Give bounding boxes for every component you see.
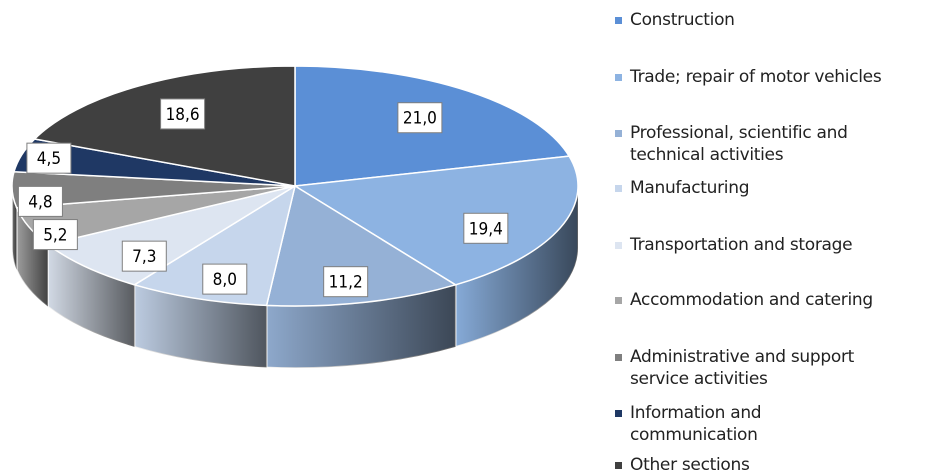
- legend-swatch: [615, 297, 622, 304]
- legend-item: Transportation and storage: [615, 234, 952, 256]
- legend-swatch: [615, 185, 622, 192]
- slice-side-shade: [455, 186, 578, 347]
- legend-label: Administrative and support service activ…: [630, 347, 854, 389]
- data-label-box: [17, 185, 63, 217]
- legend-swatch: [615, 242, 622, 249]
- legend-label: Construction: [630, 10, 735, 30]
- pie-area: 21,0 19,4 11,2 8,0 7,3 5,2 4,8 4,5 18,6: [11, 65, 579, 369]
- slice-side-shade: [266, 284, 456, 369]
- data-label: 4,8: [28, 192, 52, 212]
- legend-item: Professional, scientific and technical a…: [615, 122, 952, 166]
- data-label-box: [160, 98, 206, 130]
- legend-label: Manufacturing: [630, 178, 750, 198]
- slice: [132, 184, 297, 307]
- data-label-box: [397, 102, 443, 134]
- legend-item: Information and communication: [615, 402, 952, 446]
- data-label-box: [32, 219, 78, 251]
- data-label: 18,6: [166, 105, 200, 125]
- slice: [292, 155, 579, 286]
- legend-item: Other sections: [615, 454, 952, 475]
- data-label: 21,0: [403, 109, 437, 129]
- legend-item: Trade; repair of motor vehicles: [615, 66, 952, 88]
- data-label: 8,0: [213, 270, 237, 290]
- data-label: 7,3: [132, 247, 156, 267]
- legend-item: Administrative and support service activ…: [615, 346, 952, 390]
- legend-label: Transportation and storage: [630, 235, 853, 255]
- slice-side-shade: [16, 207, 48, 307]
- legend-swatch: [615, 354, 622, 361]
- slice: [265, 184, 458, 307]
- legend-label: Other sections: [630, 455, 750, 475]
- slice-side-shade: [12, 186, 17, 270]
- data-label: 19,4: [469, 219, 503, 239]
- slice-side-shade: [47, 244, 135, 347]
- legend-label: Professional, scientific and technical a…: [630, 123, 848, 165]
- legend-item: Accommodation and catering: [615, 289, 952, 311]
- data-label: 5,2: [43, 226, 67, 246]
- data-label: 4,5: [37, 149, 61, 169]
- data-label-box: [202, 263, 248, 295]
- legend-swatch: [615, 130, 622, 137]
- slice-side-shade: [134, 284, 267, 368]
- legend-item: Manufacturing: [615, 177, 952, 199]
- legend-label: Trade; repair of motor vehicles: [630, 67, 882, 87]
- legend-swatch: [615, 462, 622, 469]
- data-label-box: [121, 240, 167, 272]
- data-label: 11,2: [329, 273, 363, 293]
- data-label-box: [463, 212, 509, 244]
- legend-swatch: [615, 17, 622, 24]
- data-label-box: [323, 266, 369, 298]
- legend-swatch: [615, 74, 622, 81]
- data-label-box: [26, 142, 72, 174]
- legend-label: Information and communication: [630, 403, 762, 445]
- legend-label: Accommodation and catering: [630, 290, 873, 310]
- legend-item: Construction: [615, 9, 952, 31]
- legend-swatch: [615, 410, 622, 417]
